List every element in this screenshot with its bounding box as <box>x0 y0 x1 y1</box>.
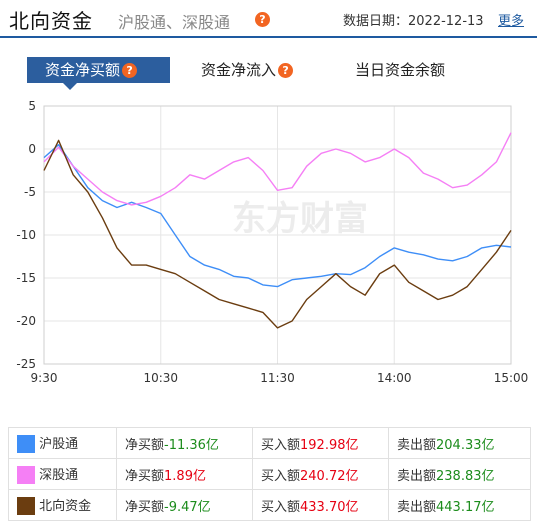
buy-value: 192.98亿 <box>300 437 359 453</box>
tab-daily-balance[interactable]: 当日资金余额 <box>355 57 445 83</box>
series-name: 深股通 <box>39 467 79 483</box>
y-tick-label: -15 <box>16 271 36 285</box>
series-line-北向资金 <box>43 139 512 329</box>
tab-net-buy[interactable]: 资金净买额? <box>27 57 170 83</box>
net-value: 1.89亿 <box>164 468 206 484</box>
page-title: 北向资金 <box>9 9 93 33</box>
series-line-深股通 <box>43 132 512 206</box>
sell-value: 204.33亿 <box>436 437 495 453</box>
y-tick-label: 0 <box>28 142 36 156</box>
tab-label: 资金净流入 <box>201 61 277 79</box>
sell-value: 238.83亿 <box>436 468 495 484</box>
page-subtitle: 沪股通、深股通 <box>118 13 231 32</box>
net-label: 净买额 <box>125 437 165 453</box>
sell-label: 卖出额 <box>397 437 437 453</box>
sell-label: 卖出额 <box>397 499 437 515</box>
sell-label: 卖出额 <box>397 468 437 484</box>
page-header: 北向资金 沪股通、深股通 ? 数据日期：2022-12-13 更多 <box>0 0 537 38</box>
series-line-沪股通 <box>43 144 512 288</box>
y-axis-labels: 5 0 -5 -10 -15 -20 -25 <box>16 99 36 371</box>
line-chart: 东方财富 5 0 -5 -10 -15 -20 -25 9:30 10:30 11:30 14:0… <box>16 99 529 385</box>
question-icon[interactable]: ? <box>122 63 138 78</box>
x-tick-label: 15:00 <box>494 371 529 385</box>
sell-value: 443.17亿 <box>436 499 495 515</box>
series-name: 沪股通 <box>39 436 79 452</box>
tab-label: 资金净买额 <box>45 61 121 79</box>
active-tab-arrow <box>63 83 77 90</box>
x-tick-label: 9:30 <box>31 371 58 385</box>
net-label: 净买额 <box>125 468 165 484</box>
plot-border <box>43 105 512 365</box>
legend-row: 北向资金 净买额-9.47亿 买入额433.70亿 卖出额443.17亿 <box>8 489 531 521</box>
legend-row: 深股通 净买额1.89亿 买入额240.72亿 卖出额238.83亿 <box>8 458 531 490</box>
series-name: 北向资金 <box>39 498 92 514</box>
legend-row: 沪股通 净买额-11.36亿 买入额192.98亿 卖出额204.33亿 <box>8 427 531 459</box>
series-lines <box>43 132 512 329</box>
x-tick-label: 10:30 <box>143 371 178 385</box>
tab-net-inflow[interactable]: 资金净流入? <box>201 57 294 83</box>
x-tick-label: 14:00 <box>377 371 412 385</box>
buy-label: 买入额 <box>261 437 301 453</box>
series-swatch <box>17 435 35 454</box>
data-date: 数据日期：2022-12-13 <box>343 14 484 29</box>
more-link[interactable]: 更多 <box>498 14 525 29</box>
buy-value: 433.70亿 <box>300 499 359 515</box>
question-icon[interactable]: ? <box>255 12 270 27</box>
buy-value: 240.72亿 <box>300 468 359 484</box>
y-tick-label: 5 <box>28 99 36 113</box>
buy-label: 买入额 <box>261 468 301 484</box>
y-tick-label: -25 <box>16 357 36 371</box>
watermark: 东方财富 <box>232 199 368 239</box>
series-swatch <box>17 497 35 516</box>
series-swatch <box>17 466 35 485</box>
net-label: 净买额 <box>125 499 165 515</box>
x-axis-labels: 9:30 10:30 11:30 14:00 15:00 <box>31 371 529 385</box>
x-tick-label: 11:30 <box>260 371 295 385</box>
tab-bar: 资金净买额? 资金净流入? 当日资金余额 <box>27 57 517 83</box>
y-tick-label: -10 <box>16 228 36 242</box>
net-value: -9.47亿 <box>164 499 211 515</box>
legend-table: 沪股通 净买额-11.36亿 买入额192.98亿 卖出额204.33亿 深股通 净买额… <box>8 427 531 521</box>
y-tick-label: -20 <box>16 314 36 328</box>
buy-label: 买入额 <box>261 499 301 515</box>
net-value: -11.36亿 <box>164 437 219 453</box>
y-tick-label: -5 <box>24 185 36 199</box>
question-icon[interactable]: ? <box>278 63 294 78</box>
tab-label: 当日资金余额 <box>355 61 446 79</box>
